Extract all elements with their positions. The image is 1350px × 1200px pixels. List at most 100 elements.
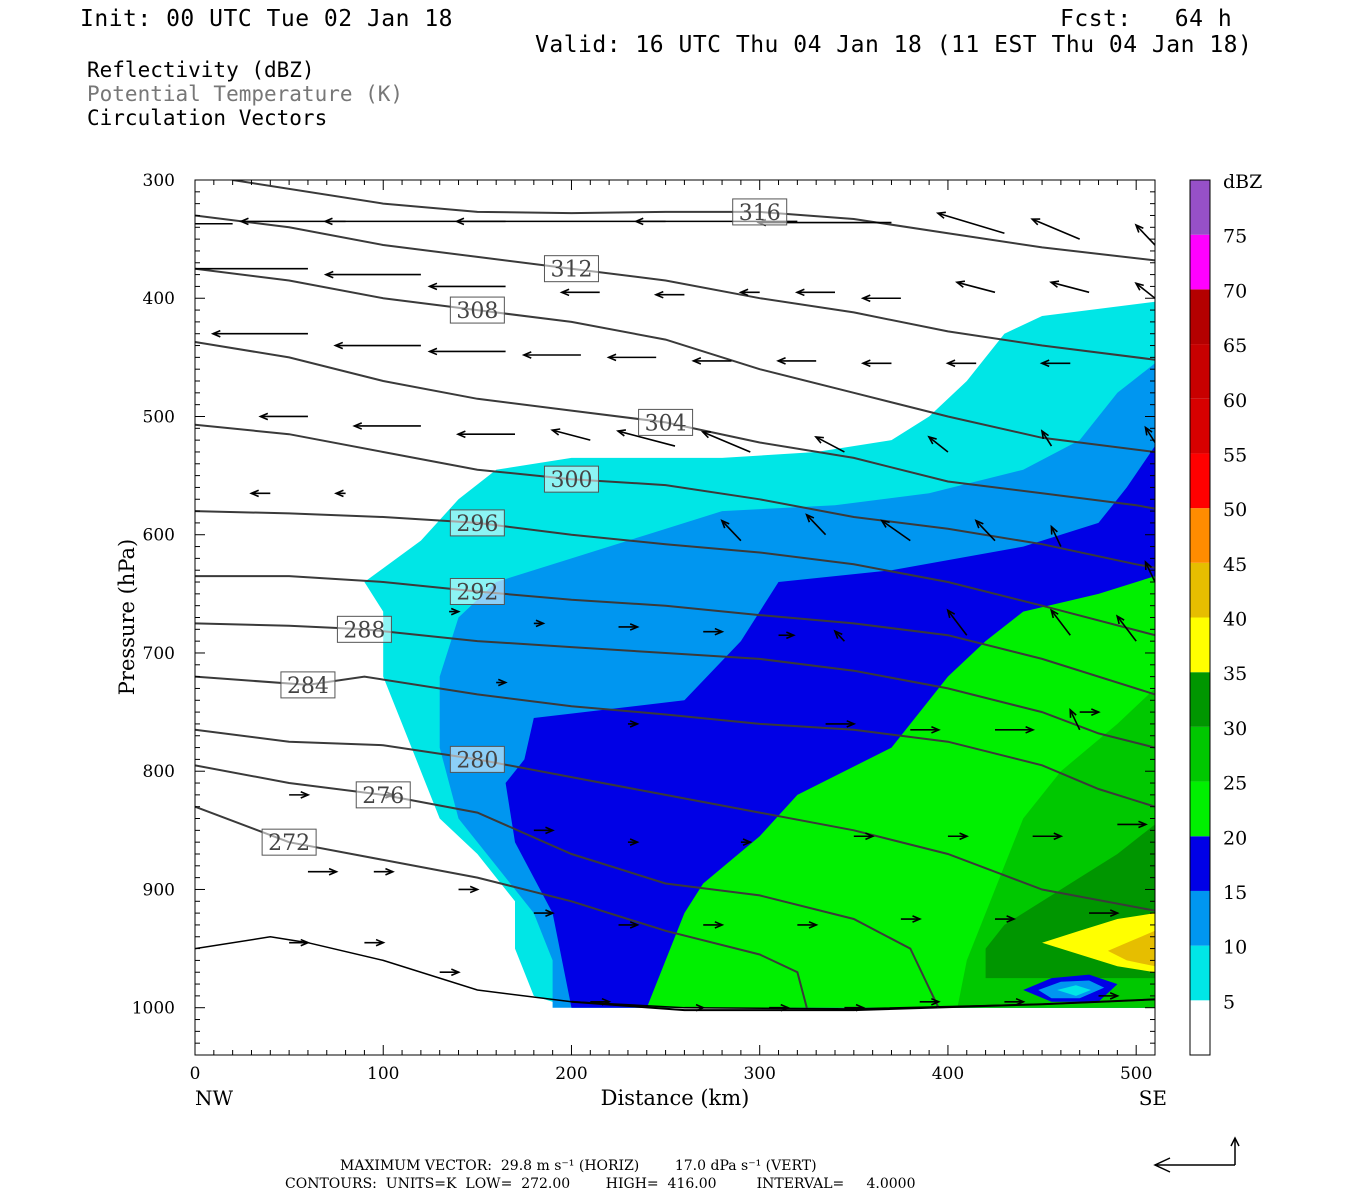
vector-84 — [364, 938, 386, 947]
theta-contour-312 — [195, 214, 1155, 361]
valid-time: Valid: 16 UTC Thu 04 Jan 18 (11 EST Thu … — [535, 32, 1253, 58]
vector-77 — [618, 921, 640, 929]
vector-87 — [684, 1003, 706, 1012]
vector-62 — [1079, 708, 1101, 716]
theta-contour-296 — [195, 510, 1155, 637]
theta-contour-292 — [195, 575, 1155, 696]
x-end-right: SE — [1139, 1086, 1167, 1110]
vector-10 — [323, 270, 421, 279]
vector-58 — [627, 720, 640, 728]
vector-31 — [352, 422, 421, 430]
vector-86 — [590, 997, 612, 1006]
theta-label-292: 292 — [449, 577, 505, 605]
vector-23 — [521, 351, 581, 359]
colorbar-label-50: 50 — [1223, 499, 1247, 521]
colorbar-swatch-20 — [1190, 781, 1210, 837]
x-tick-label: 400 — [932, 1064, 964, 1084]
theta-label-276: 276 — [355, 781, 411, 809]
x-tick-label: 500 — [1120, 1064, 1152, 1084]
vectors-field-label: Circulation Vectors — [87, 106, 328, 130]
theta-contour-304 — [195, 341, 1155, 510]
vector-49 — [1050, 608, 1071, 636]
y-tick-label: 900 — [143, 880, 175, 900]
svg-text:272: 272 — [268, 831, 310, 856]
theta-label-312: 312 — [543, 255, 599, 283]
vector-69 — [853, 832, 875, 841]
colorbar-label-45: 45 — [1223, 554, 1247, 576]
theta-label-300: 300 — [543, 465, 599, 493]
axes: 0 100 200 300 400 500 300 400 500 600 700 800 900 100… — [115, 171, 1167, 1110]
vector-85 — [439, 968, 461, 977]
vector-32 — [455, 430, 515, 439]
colorbar-swatch-5 — [1190, 945, 1210, 1001]
vector-60 — [910, 725, 941, 734]
vector-74 — [373, 867, 395, 876]
vector-89 — [844, 1003, 866, 1012]
colorbar-label-35: 35 — [1223, 663, 1247, 685]
svg-text:276: 276 — [362, 784, 404, 809]
init-time: Init: 00 UTC Tue 02 Jan 18 — [80, 6, 454, 32]
colorbar-label-5: 5 — [1223, 991, 1235, 1013]
vector-8 — [1134, 223, 1155, 246]
vector-56 — [833, 629, 845, 642]
forecast-hour: Fcst: 64 h — [1060, 6, 1233, 32]
vector-57 — [496, 678, 508, 687]
y-axis-title: Pressure (hPa) — [115, 539, 139, 695]
vector-78 — [703, 921, 725, 929]
colorbar-label-25: 25 — [1223, 773, 1247, 795]
vector-63 — [1069, 707, 1081, 731]
colorbar-swatch-75 — [1190, 180, 1210, 235]
theta-contour-300 — [195, 423, 1155, 569]
contour-info: CONTOURS: UNITS=K LOW= 272.00 HIGH= 416.… — [285, 1176, 916, 1192]
vector-72 — [1117, 820, 1148, 829]
colorbar-swatch-35 — [1190, 617, 1210, 673]
colorbar-label-10: 10 — [1223, 937, 1247, 959]
colorbar-label-55: 55 — [1223, 444, 1247, 466]
svg-text:292: 292 — [456, 580, 498, 605]
colorbar-label-40: 40 — [1223, 609, 1247, 631]
theta-label-280: 280 — [449, 745, 505, 773]
reflectivity-fill — [364, 301, 1155, 1008]
svg-text:280: 280 — [456, 748, 498, 773]
vector-82 — [1089, 909, 1120, 917]
theta-contour-276 — [195, 764, 940, 1009]
colorbar-units: dBZ — [1223, 171, 1262, 193]
svg-text:284: 284 — [287, 674, 329, 699]
colorbar-swatch-25 — [1190, 726, 1210, 782]
vector-7 — [1030, 218, 1081, 240]
vector-54 — [703, 627, 725, 636]
theta-contour-272 — [195, 805, 808, 1008]
svg-text:300: 300 — [550, 468, 592, 493]
svg-text:308: 308 — [456, 299, 498, 324]
colorbar-swatch-10 — [1190, 890, 1210, 946]
svg-text:316: 316 — [739, 201, 781, 226]
vector-27 — [860, 359, 892, 368]
vector-73 — [307, 867, 339, 876]
vector-71 — [1032, 832, 1064, 841]
y-tick-label: 1000 — [132, 999, 175, 1019]
y-tick-label: 600 — [143, 526, 175, 546]
theta-label-304: 304 — [638, 408, 694, 436]
y-tick-label: 300 — [143, 171, 175, 191]
vector-51 — [449, 607, 461, 616]
vector-12 — [559, 288, 600, 297]
colorbar-label-75: 75 — [1223, 226, 1247, 248]
theta-contour-284 — [195, 675, 1155, 808]
vector-50 — [1115, 614, 1137, 642]
vector-19 — [1134, 281, 1155, 299]
vector-46 — [1050, 524, 1062, 547]
max-vector-key — [1153, 1136, 1240, 1173]
vector-17 — [955, 280, 996, 294]
vector-47 — [1144, 560, 1155, 583]
vector-6 — [935, 211, 1005, 234]
vector-48 — [946, 608, 968, 636]
colorbar-swatch-15 — [1190, 836, 1210, 891]
vector-66 — [533, 826, 555, 835]
vector-67 — [627, 838, 640, 847]
vector-28 — [945, 359, 977, 368]
theta-label-296: 296 — [449, 509, 505, 537]
vector-26 — [776, 357, 817, 365]
y-tick-label: 800 — [143, 762, 175, 782]
vector-33 — [550, 428, 591, 441]
